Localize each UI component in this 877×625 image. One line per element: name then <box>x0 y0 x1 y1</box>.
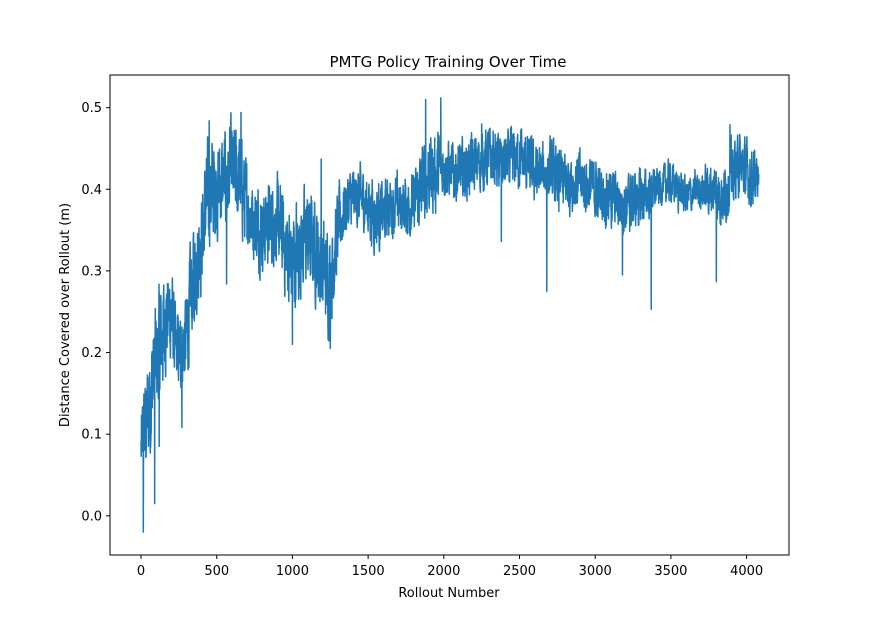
x-tick-label: 1000 <box>276 564 309 579</box>
y-tick-label: 0.1 <box>81 428 102 443</box>
y-tick-label: 0.0 <box>81 509 102 524</box>
x-tick-label: 3500 <box>654 564 687 579</box>
series-line <box>140 97 760 533</box>
x-tick-label: 2000 <box>427 564 460 579</box>
y-tick-label: 0.4 <box>81 183 102 198</box>
y-axis-label: Distance Covered over Rollout (m) <box>58 203 73 427</box>
y-tick-label: 0.3 <box>81 264 102 279</box>
x-tick-label: 2500 <box>503 564 536 579</box>
x-tick-label: 1500 <box>352 564 385 579</box>
x-axis-label: Rollout Number <box>398 586 500 601</box>
y-tick-label: 0.5 <box>81 101 102 116</box>
y-tick-label: 0.2 <box>81 346 102 361</box>
x-tick-label: 500 <box>204 564 229 579</box>
x-tick-label: 4000 <box>730 564 763 579</box>
x-tick-label: 3000 <box>579 564 612 579</box>
x-tick-label: 0 <box>137 564 145 579</box>
plot-area-frame <box>109 74 790 556</box>
chart-title: PMTG Policy Training Over Time <box>330 53 567 71</box>
